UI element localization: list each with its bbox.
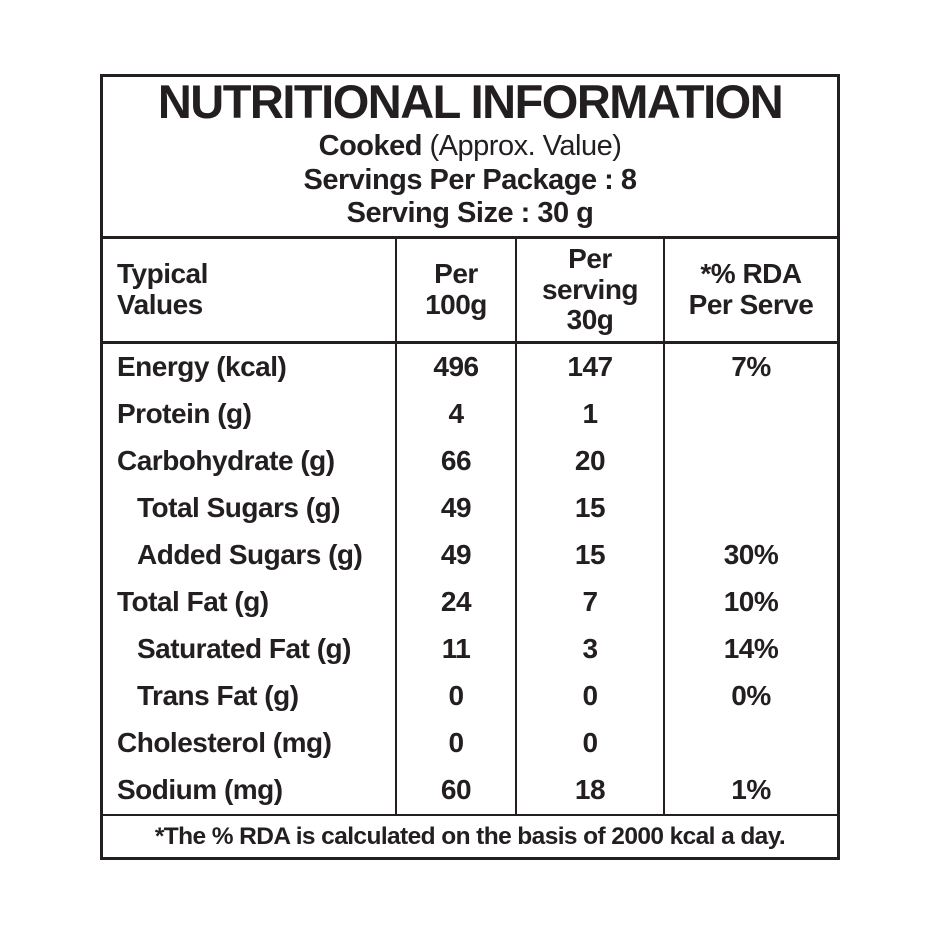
rda-value: 7%: [731, 351, 771, 383]
nutrient-name: Protein (g): [103, 391, 397, 438]
value-per-serving: 0: [517, 673, 665, 720]
rda-value: 14%: [723, 633, 779, 665]
nutrition-table: Typical Values Per 100g Per serving 30g …: [103, 239, 837, 814]
value-per-100g: 49: [397, 532, 517, 579]
value-per-100g: 66: [397, 438, 517, 485]
col-header-line: Per: [434, 258, 478, 290]
value-per-100g: 60: [397, 767, 517, 814]
value-per-100g: 49: [397, 485, 517, 532]
nutrient-name: Carbohydrate (g): [103, 438, 397, 485]
value-per-100g: 11: [397, 626, 517, 673]
col-header-line: 100g: [425, 289, 487, 320]
col-header-typical-values: Typical Values: [103, 239, 397, 344]
rda-value: 0%: [731, 680, 771, 712]
rda-value: [665, 391, 837, 438]
col-header-line: Per: [568, 242, 612, 274]
label-title-block: NUTRITIONAL INFORMATION Cooked (Approx. …: [103, 77, 837, 239]
value-per-100g: 0: [397, 720, 517, 767]
nutrition-label: NUTRITIONAL INFORMATION Cooked (Approx. …: [100, 74, 840, 860]
value-per-serving: 20: [517, 438, 665, 485]
col-header-line: Typical: [117, 258, 208, 290]
col-header-line: 30g: [566, 304, 614, 336]
rda-value: [665, 438, 837, 485]
subtitle-line: Cooked (Approx. Value): [319, 130, 622, 164]
nutrient-name: Cholesterol (mg): [103, 720, 397, 767]
rda-value: [665, 485, 837, 532]
value-per-serving: 1: [517, 391, 665, 438]
col-header-line: Values: [117, 289, 203, 320]
col-header-per-100g: Per 100g: [397, 239, 517, 344]
value-per-serving: 15: [517, 485, 665, 532]
rda-value: 10%: [723, 586, 779, 618]
nutrient-name: Total Sugars (g): [103, 485, 397, 532]
nutrient-name: Energy (kcal): [103, 344, 397, 391]
value-per-serving: 0: [517, 720, 665, 767]
col-header-line: *% RDA: [700, 258, 802, 290]
value-per-serving: 147: [517, 344, 665, 391]
value-per-serving: 3: [517, 626, 665, 673]
value-per-serving: 15: [517, 532, 665, 579]
label-title: NUTRITIONAL INFORMATION: [157, 75, 784, 129]
value-per-100g: 0: [397, 673, 517, 720]
nutrient-name: Added Sugars (g): [103, 532, 397, 579]
col-header-line: serving: [541, 273, 639, 305]
col-header-rda-per-serve: *% RDA Per Serve: [665, 239, 837, 344]
nutrient-name: Trans Fat (g): [103, 673, 397, 720]
nutrient-name: Saturated Fat (g): [103, 626, 397, 673]
serving-size-line: Serving Size : 30 g: [346, 197, 594, 230]
nutrient-name: Sodium (mg): [103, 767, 397, 814]
value-per-serving: 18: [517, 767, 665, 814]
subtitle-cooked: Cooked: [318, 130, 423, 163]
value-per-serving: 7: [517, 579, 665, 626]
value-per-100g: 24: [397, 579, 517, 626]
servings-per-package-line: Servings Per Package : 8: [303, 163, 637, 196]
subtitle-approx-value: (Approx. Value): [421, 130, 622, 163]
rda-value: 30%: [723, 539, 779, 571]
rda-value: 1%: [731, 774, 771, 806]
nutrient-name: Total Fat (g): [103, 579, 397, 626]
rda-footnote: *The % RDA is calculated on the basis of…: [103, 814, 837, 857]
value-per-100g: 4: [397, 391, 517, 438]
value-per-100g: 496: [397, 344, 517, 391]
col-header-line: Per Serve: [688, 289, 814, 320]
rda-value: [665, 720, 837, 767]
col-header-per-serving: Per serving 30g: [517, 239, 665, 344]
